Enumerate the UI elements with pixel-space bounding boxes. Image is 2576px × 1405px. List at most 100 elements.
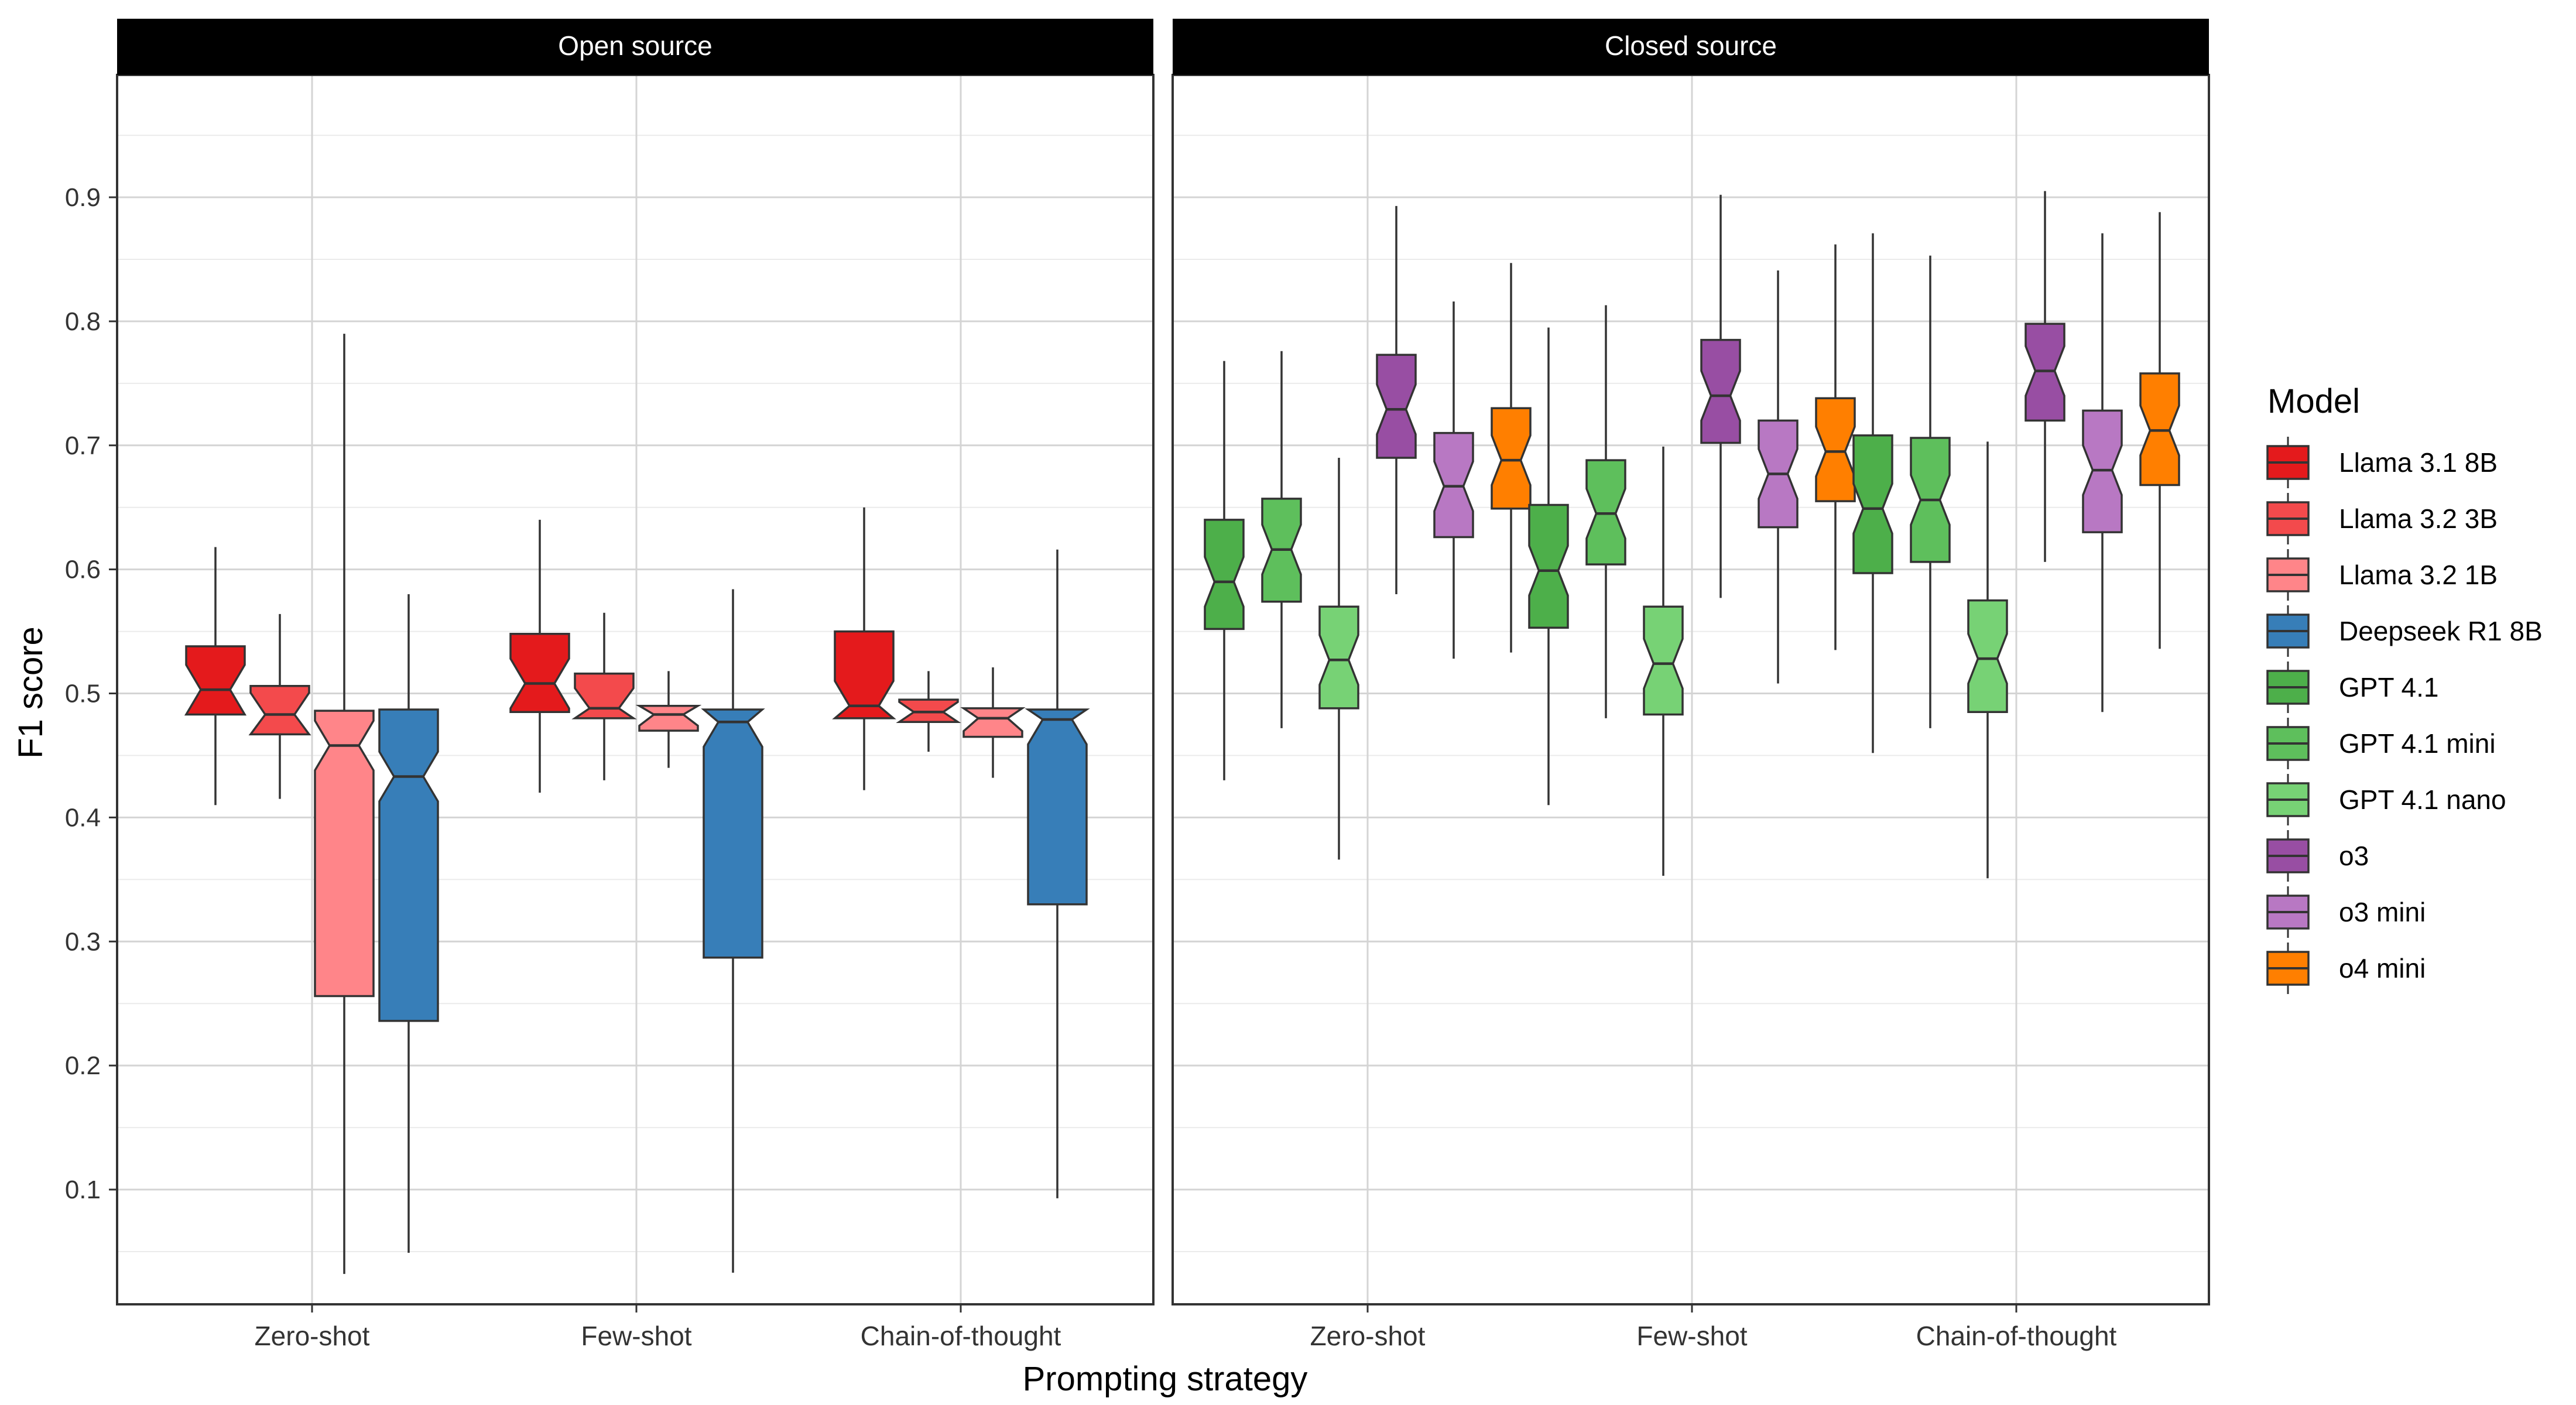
box-body [635,704,702,732]
panel-open-source: Open source [116,19,1155,1305]
box-body [960,707,1026,738]
legend-item-gpt-4-1-mini: GPT 4.1 mini [2266,718,2496,769]
box-gpt-4-1-nano-chain-of-thought [1967,441,2008,879]
y-tick-label: 0.1 [65,1176,101,1204]
legend-label: Llama 3.2 3B [2339,503,2498,534]
x-tick-label: Zero-shot [1310,1321,1426,1351]
panel-open-source-grid [117,75,1153,1304]
legend: Model Llama 3.1 8B Llama 3.2 3B Llama 3.2 … [2266,382,2543,994]
panel-open-source-strip [117,19,1153,75]
y-tick-label: 0.4 [65,803,101,832]
box-body [1700,338,1741,444]
box-gpt-4-1-mini-zero-shot [1261,351,1302,728]
box-o4-mini-zero-shot [1491,263,1532,653]
box-body [1815,397,1856,502]
legend-label: GPT 4.1 [2339,672,2438,702]
legend-label: Deepseek R1 8B [2339,616,2543,646]
legend-label: o3 mini [2339,897,2426,927]
box-body [1204,519,1245,630]
legend-item-llama-3-1-8b: Llama 3.1 8B [2266,437,2498,488]
box-o3-mini-zero-shot [1433,301,1474,659]
legend-item-o3: o3 [2266,830,2369,882]
box-gpt-4-1-chain-of-thought [1852,233,1893,753]
box-llama-3-1-8b-zero-shot [184,547,247,806]
x-axis: Zero-shot Few-shot Chain-of-thought Zero-sh… [255,1304,2117,1351]
box-body [1852,434,1893,574]
legend-item-deepseek-r1-8b: Deepseek R1 8B [2266,605,2543,657]
x-axis-title: Prompting strategy [1023,1360,1308,1398]
y-tick-label: 0.2 [65,1051,101,1080]
legend-item-o4-mini: o4 mini [2266,943,2426,994]
box-o3-few-shot [1700,194,1741,598]
y-tick-label: 0.3 [65,927,101,956]
y-tick-label: 0.7 [65,431,101,460]
box-gpt-4-1-mini-few-shot [1585,305,1626,718]
box-body [571,672,637,719]
legend-label: o4 mini [2339,953,2426,984]
box-body [248,685,311,736]
x-tick-label: Few-shot [581,1321,691,1351]
panel-closed-source-grid [1173,75,2209,1304]
legend-item-llama-3-2-1b: Llama 3.2 1B [2266,549,2498,601]
legend-label: Llama 3.2 1B [2339,560,2498,590]
panel-closed-source: Closed source [1171,19,2210,1305]
box-body [509,633,570,714]
y-tick-label: 0.9 [65,183,101,212]
box-llama-3-2-1b-chain-of-thought [960,667,1026,778]
panel-closed-source-strip [1173,19,2209,75]
x-tick-label: Zero-shot [255,1321,370,1351]
x-tick-label: Chain-of-thought [1916,1321,2117,1351]
box-llama-3-1-8b-few-shot [509,519,570,793]
box-llama-3-2-1b-few-shot [635,671,702,768]
box-llama-3-2-3b-zero-shot [248,614,311,799]
legend-item-llama-3-2-3b: Llama 3.2 3B [2266,493,2498,544]
box-gpt-4-1-nano-zero-shot [1318,457,1359,860]
box-body [1318,605,1359,710]
y-axis: 0.1 0.2 0.3 0.4 0.5 0.6 0.7 0.8 0.9 [65,183,117,1204]
panel-closed-source-title: Closed source [1605,30,1777,61]
legend-label: GPT 4.1 mini [2339,728,2496,759]
legend-label: Llama 3.1 8B [2339,447,2498,478]
box-gpt-4-1-nano-few-shot [1643,446,1684,876]
box-o3-mini-few-shot [1758,270,1799,684]
box-llama-3-1-8b-chain-of-thought [832,507,896,790]
legend-label: GPT 4.1 nano [2339,784,2506,815]
legend-items: Llama 3.1 8B Llama 3.2 3B Llama 3.2 1B Deep… [2266,437,2543,994]
box-body [184,645,247,716]
box-o3-chain-of-thought [2025,191,2065,562]
legend-title: Model [2267,382,2360,420]
box-body [1967,599,2008,714]
box-o4-mini-chain-of-thought [2139,212,2180,649]
panel-open-source-boxes [184,334,1090,1274]
y-tick-label: 0.8 [65,307,101,336]
box-body [1528,503,1569,629]
box-o3-mini-chain-of-thought [2082,233,2123,712]
box-llama-3-2-3b-chain-of-thought [896,671,961,752]
panel-open-source-title: Open source [558,30,712,61]
box-deepseek-r1-8b-zero-shot [378,594,439,1253]
box-deepseek-r1-8b-few-shot [701,589,765,1273]
box-body [1025,708,1090,906]
box-body [378,708,439,1022]
box-deepseek-r1-8b-chain-of-thought [1025,549,1090,1198]
box-o3-zero-shot [1376,205,1417,594]
panel-closed-source-boxes [1204,191,2180,879]
box-gpt-4-1-few-shot [1528,327,1569,806]
box-gpt-4-1-mini-chain-of-thought [1910,255,1951,728]
box-body [701,708,765,959]
legend-item-gpt-4-1-nano: GPT 4.1 nano [2266,774,2506,825]
legend-item-gpt-4-1: GPT 4.1 [2266,662,2438,713]
x-tick-label: Chain-of-thought [861,1321,1061,1351]
box-body [1643,605,1684,716]
y-axis-title: F1 score [12,626,50,759]
box-body [314,710,375,998]
box-llama-3-2-3b-few-shot [571,612,637,780]
y-tick-label: 0.6 [65,556,101,584]
legend-label: o3 [2339,841,2369,871]
box-o4-mini-few-shot [1815,244,1856,650]
x-tick-label: Few-shot [1636,1321,1747,1351]
box-llama-3-2-1b-zero-shot [314,334,375,1274]
box-body [832,630,896,719]
box-gpt-4-1-zero-shot [1204,361,1245,780]
